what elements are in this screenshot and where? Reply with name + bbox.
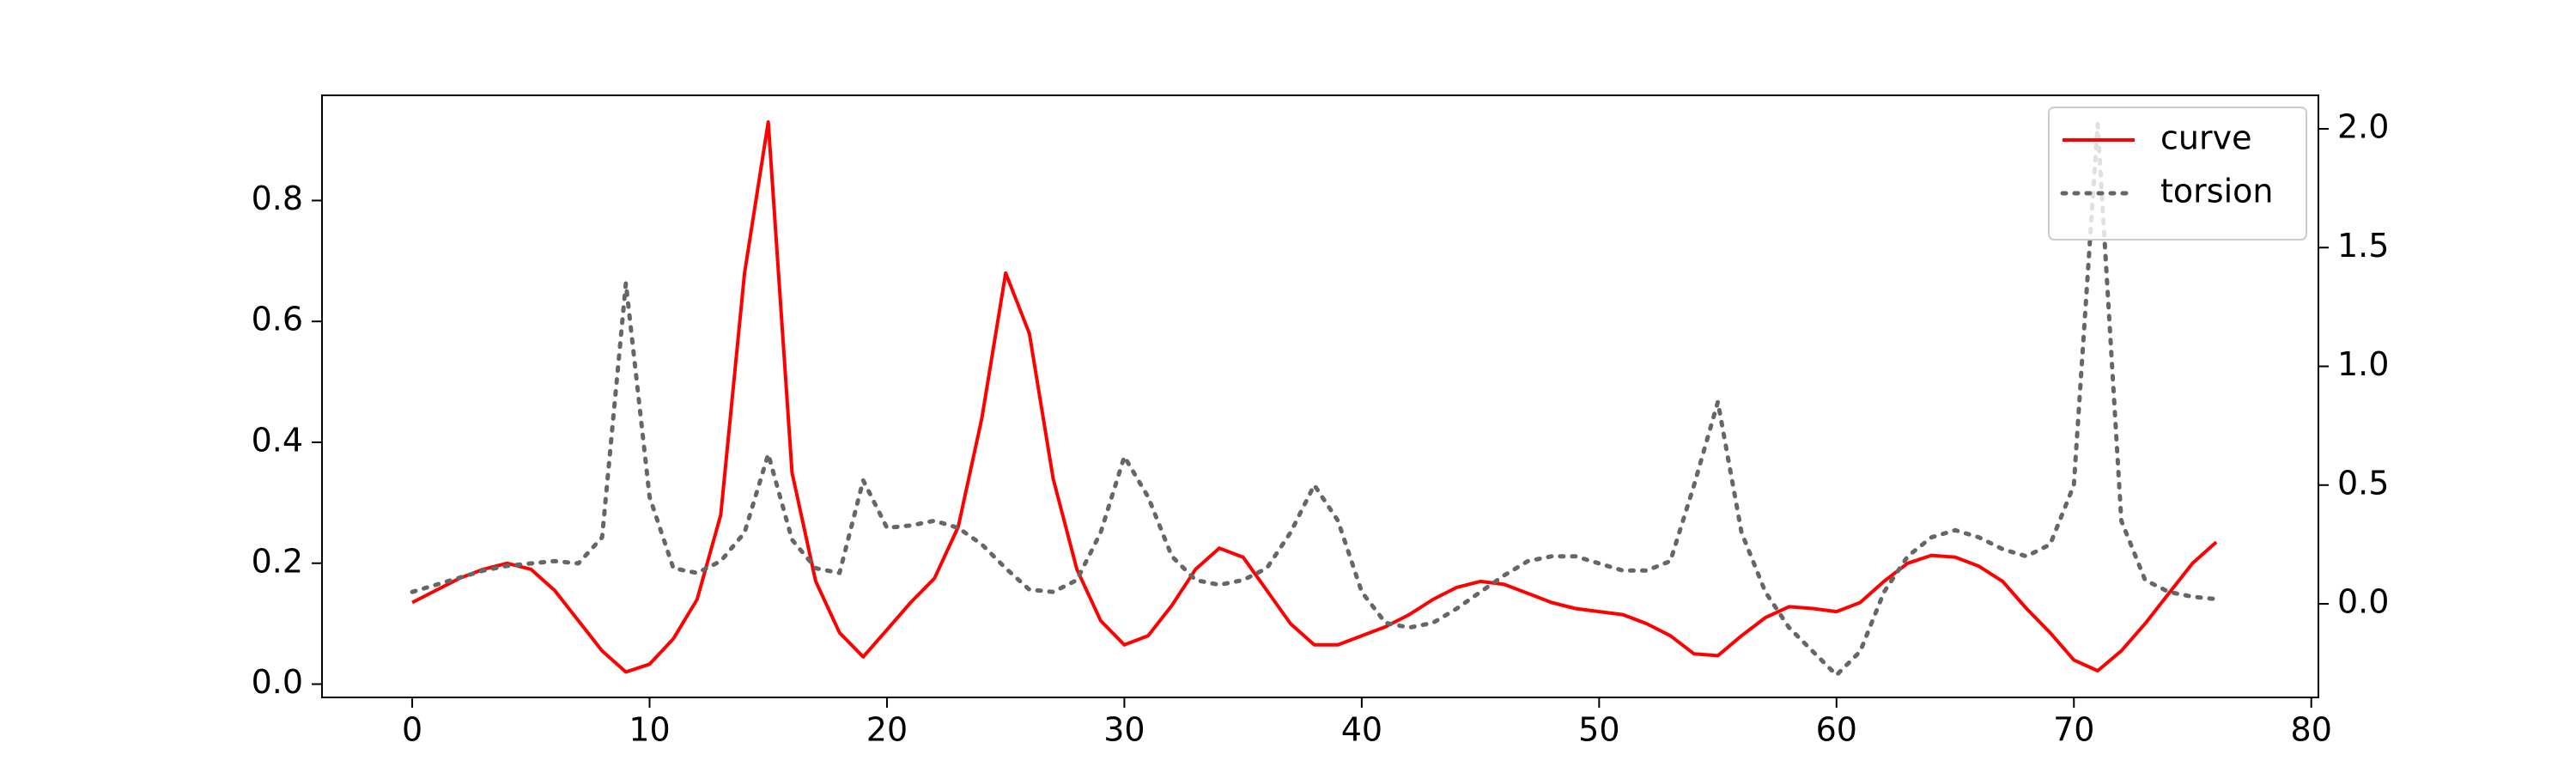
y2-tick-label: 0.0 [2337, 583, 2389, 621]
y2-tick-label: 2.0 [2337, 107, 2389, 145]
x-tick-label: 60 [1816, 711, 1857, 749]
y-tick-label: 0.6 [252, 301, 303, 338]
x-tick-label: 30 [1103, 711, 1145, 749]
x-tick-label: 80 [2291, 711, 2332, 749]
y-tick-label: 0.2 [252, 542, 303, 580]
x-tick-label: 50 [1578, 711, 1619, 749]
x-tick-label: 70 [2053, 711, 2094, 749]
legend-label: torsion [2160, 173, 2273, 210]
y2-tick-label: 1.0 [2337, 345, 2389, 383]
legend-label: curve [2160, 119, 2251, 157]
x-tick-label: 40 [1341, 711, 1382, 749]
legend: curve torsion [2048, 107, 2307, 240]
x-tick-label: 10 [629, 711, 670, 749]
series-line [411, 120, 2218, 674]
plot-frame [321, 94, 2319, 698]
x-tick-label: 20 [866, 711, 908, 749]
series-line [410, 122, 2219, 678]
x-tick-label: 0 [402, 711, 422, 749]
y-tick-label: 0.0 [252, 663, 303, 701]
y2-tick-label: 1.5 [2337, 227, 2389, 265]
y-tick-label: 0.4 [252, 421, 303, 459]
y-tick-label: 0.8 [252, 180, 303, 217]
y2-tick-label: 0.5 [2337, 464, 2389, 502]
